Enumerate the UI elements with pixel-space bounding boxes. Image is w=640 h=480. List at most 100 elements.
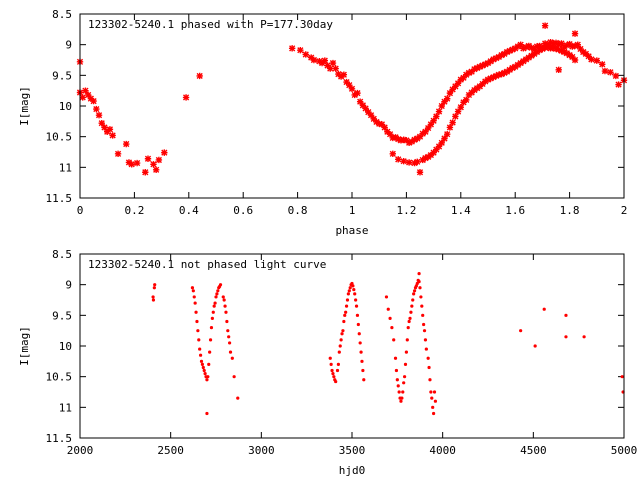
data-point bbox=[345, 298, 350, 302]
data-point bbox=[441, 135, 448, 142]
data-point bbox=[599, 61, 606, 68]
data-point bbox=[198, 347, 202, 351]
data-point bbox=[378, 121, 386, 128]
data-point bbox=[202, 368, 206, 373]
data-point bbox=[302, 51, 309, 58]
data-point bbox=[352, 287, 356, 292]
data-point bbox=[612, 72, 620, 80]
data-point bbox=[422, 154, 429, 162]
data-point bbox=[344, 304, 349, 308]
data-point bbox=[432, 411, 436, 416]
data-point bbox=[498, 70, 505, 78]
data-point bbox=[329, 362, 333, 366]
data-point bbox=[288, 45, 296, 52]
data-point bbox=[209, 326, 214, 330]
data-point bbox=[226, 329, 230, 333]
data-point bbox=[454, 108, 462, 115]
panel-1-plot-frame bbox=[79, 253, 625, 439]
data-point bbox=[424, 347, 428, 351]
data-point bbox=[417, 280, 421, 284]
data-point bbox=[330, 368, 334, 373]
data-point bbox=[152, 286, 156, 290]
panel-0-plot-frame bbox=[79, 13, 625, 199]
data-point bbox=[395, 156, 402, 163]
x-tick-label: 1.2 bbox=[396, 204, 416, 217]
panel-1-y-tick-labels: 8.5 9 9.5 10 10.5 11 11.5 bbox=[46, 248, 73, 445]
data-point bbox=[365, 108, 372, 116]
data-point bbox=[411, 298, 415, 302]
data-point bbox=[404, 350, 408, 354]
data-point bbox=[236, 396, 240, 400]
data-point bbox=[386, 307, 390, 311]
data-point bbox=[574, 41, 581, 48]
data-point bbox=[438, 102, 445, 110]
data-point bbox=[348, 286, 352, 290]
data-point bbox=[536, 46, 543, 54]
data-point bbox=[501, 69, 508, 77]
data-point bbox=[399, 399, 403, 403]
data-point bbox=[555, 66, 562, 74]
data-point bbox=[336, 362, 340, 366]
data-point bbox=[492, 72, 500, 80]
data-point bbox=[402, 375, 407, 379]
data-point bbox=[395, 378, 399, 382]
x-tick-label: 3000 bbox=[248, 444, 275, 457]
data-point bbox=[230, 356, 234, 360]
x-tick-label: 4000 bbox=[429, 444, 456, 457]
data-point bbox=[344, 310, 348, 314]
data-point bbox=[607, 69, 614, 76]
data-point bbox=[522, 43, 530, 51]
data-point bbox=[356, 322, 360, 327]
data-point bbox=[482, 61, 489, 68]
data-point bbox=[400, 158, 407, 165]
data-point bbox=[109, 132, 116, 139]
data-point bbox=[571, 56, 579, 64]
data-point bbox=[367, 112, 375, 119]
data-point bbox=[414, 158, 421, 166]
data-point bbox=[394, 368, 399, 373]
data-point bbox=[329, 59, 337, 67]
data-point bbox=[541, 40, 549, 47]
data-point bbox=[555, 41, 562, 48]
data-point bbox=[452, 83, 459, 90]
data-point bbox=[386, 131, 394, 138]
data-point bbox=[577, 45, 584, 53]
data-point bbox=[90, 97, 97, 105]
data-point bbox=[196, 329, 200, 333]
data-point bbox=[84, 91, 92, 99]
data-point bbox=[433, 113, 440, 120]
data-point bbox=[227, 335, 231, 339]
x-tick-label: 1.8 bbox=[560, 204, 580, 217]
data-point bbox=[191, 289, 195, 293]
data-point bbox=[506, 47, 513, 54]
data-point bbox=[354, 298, 358, 302]
data-point bbox=[405, 139, 413, 146]
panel-0-title: 123302-5240.1 phased with P=177.30day bbox=[88, 18, 333, 31]
data-point bbox=[362, 105, 369, 112]
data-point bbox=[422, 322, 426, 327]
data-point bbox=[341, 329, 345, 333]
data-point bbox=[207, 362, 211, 366]
data-point bbox=[517, 41, 524, 48]
y-tick-label: 9.5 bbox=[52, 309, 72, 322]
data-point bbox=[422, 329, 427, 333]
data-point bbox=[144, 155, 152, 162]
panel-0-data-points bbox=[76, 22, 628, 176]
data-point bbox=[297, 46, 304, 54]
data-point bbox=[200, 362, 204, 366]
y-tick-label: 11 bbox=[59, 401, 72, 414]
data-point bbox=[563, 42, 571, 49]
x-tick-label: 2500 bbox=[157, 444, 184, 457]
data-point bbox=[416, 133, 424, 140]
x-tick-label: 0.8 bbox=[288, 204, 308, 217]
data-point bbox=[585, 53, 592, 60]
data-point bbox=[397, 390, 401, 394]
x-tick-label: 1.4 bbox=[451, 204, 471, 217]
panel-1-x-tick-labels: 2000 2500 3000 3500 4000 4500 5000 bbox=[67, 444, 638, 457]
data-point bbox=[449, 86, 456, 93]
data-point bbox=[106, 126, 114, 133]
data-point bbox=[408, 316, 412, 320]
data-point bbox=[407, 319, 411, 324]
data-point bbox=[201, 365, 205, 370]
